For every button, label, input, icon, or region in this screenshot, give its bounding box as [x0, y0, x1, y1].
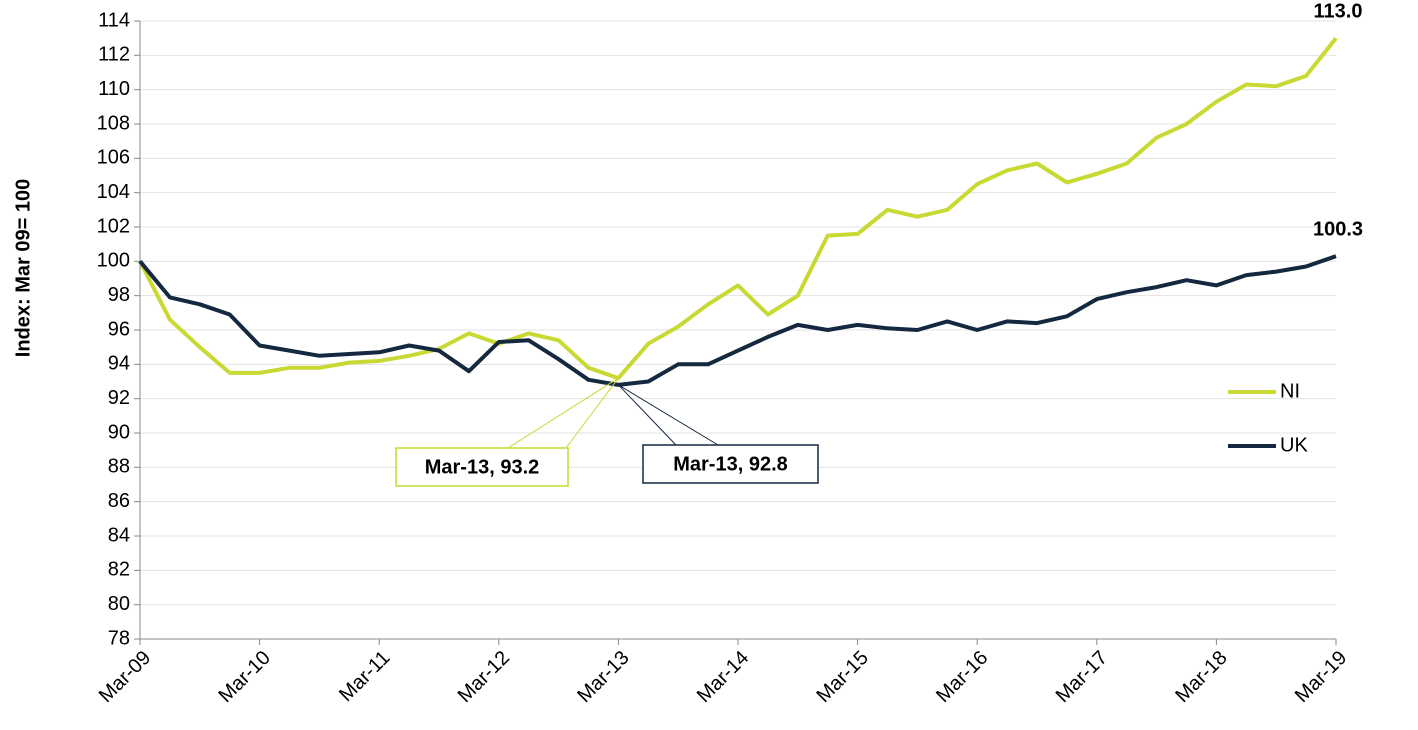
series-line	[138, 36, 1338, 381]
y-tick-label: 114	[98, 9, 130, 31]
y-tick-label: 96	[108, 318, 130, 340]
y-tick-label: 82	[108, 559, 130, 581]
y-tick-label: 88	[108, 456, 130, 478]
legend-label: UK	[1280, 434, 1308, 456]
series-line	[138, 254, 1337, 387]
y-axis-label: Index: Mar 09= 100	[12, 179, 34, 357]
y-tick-label: 112	[98, 44, 130, 66]
annotation-leader	[618, 384, 677, 446]
y-tick-label: 78	[108, 627, 130, 649]
legend-label: NI	[1280, 380, 1300, 402]
value-label: 113.0	[1314, 0, 1363, 22]
value-label: 100.3	[1313, 218, 1363, 240]
y-tick-label: 90	[108, 421, 130, 443]
x-tick-label: Mar-17	[1052, 647, 1112, 707]
y-tick-label: 92	[108, 387, 130, 409]
y-tick-label: 94	[108, 353, 130, 375]
x-tick-label: Mar-18	[1171, 647, 1231, 707]
x-tick-label: Mar-15	[813, 647, 873, 707]
y-tick-label: 102	[97, 215, 130, 237]
x-tick-label: Mar-14	[693, 647, 753, 707]
y-tick-label: 86	[108, 490, 130, 512]
x-tick-label: Mar-10	[215, 647, 275, 707]
y-tick-label: 106	[97, 147, 130, 169]
y-tick-label: 104	[97, 181, 130, 203]
annotation-leader	[565, 377, 619, 449]
y-tick-label: 84	[108, 524, 130, 546]
y-tick-label: 110	[98, 78, 130, 100]
y-tick-label: 98	[108, 284, 130, 306]
annotation-text: Mar-13, 92.8	[673, 453, 788, 475]
annotation-leader	[618, 384, 719, 446]
x-tick-label: Mar-12	[454, 647, 514, 707]
x-tick-label: Mar-11	[335, 647, 394, 706]
x-tick-label: Mar-19	[1291, 647, 1351, 707]
y-tick-label: 100	[97, 250, 130, 272]
x-tick-label: Mar-09	[95, 647, 155, 707]
annotation-leader	[507, 377, 619, 449]
y-tick-label: 108	[97, 112, 130, 134]
annotation-box	[395, 447, 569, 487]
x-tick-label: Mar-16	[932, 647, 992, 707]
annotation-box	[642, 444, 819, 484]
x-tick-label: Mar-13	[573, 647, 633, 707]
annotation-text: Mar-13, 93.2	[425, 456, 540, 478]
y-tick-label: 80	[108, 593, 130, 615]
